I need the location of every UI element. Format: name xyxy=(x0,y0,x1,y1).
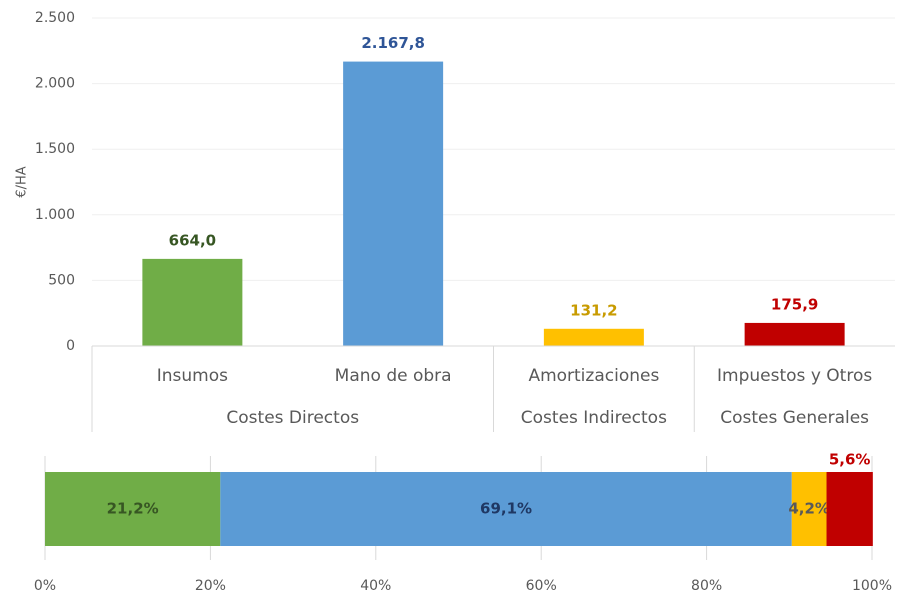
y-tick-label: 2.000 xyxy=(35,76,75,92)
data-label: 2.167,8 xyxy=(361,34,425,52)
x-tick-label: 60% xyxy=(526,578,557,594)
bar-segment xyxy=(791,472,827,546)
data-label: 69,1% xyxy=(480,500,532,518)
x-tick-label: 0% xyxy=(34,578,56,594)
bar-segment xyxy=(220,472,792,546)
x-tick-label: 100% xyxy=(852,578,892,594)
bar xyxy=(543,328,644,346)
bar xyxy=(343,61,444,346)
data-label: 5,6% xyxy=(829,451,871,469)
x-tick-label: Insumos xyxy=(157,366,228,386)
y-tick-label: 0 xyxy=(66,338,75,354)
group-label: Costes Indirectos xyxy=(521,408,667,428)
x-tick-label: 40% xyxy=(360,578,391,594)
x-tick-label: 20% xyxy=(195,578,226,594)
data-label: 21,2% xyxy=(107,500,159,518)
x-tick-label: Amortizaciones xyxy=(528,366,659,386)
data-label: 175,9 xyxy=(771,295,818,313)
bar xyxy=(142,258,243,346)
bar xyxy=(744,322,845,346)
group-label: Costes Generales xyxy=(720,408,869,428)
y-tick-label: 1.000 xyxy=(35,207,75,223)
data-label: 4,2% xyxy=(788,500,830,518)
bar-segment xyxy=(45,472,221,546)
data-label: 664,0 xyxy=(169,231,216,249)
group-label: Costes Directos xyxy=(226,408,359,428)
y-axis-label: €/HA xyxy=(15,166,30,197)
x-tick-label: Impuestos y Otros xyxy=(717,366,872,386)
y-tick-label: 2.500 xyxy=(35,10,75,26)
x-tick-label: Mano de obra xyxy=(335,366,452,386)
y-tick-label: 1.500 xyxy=(35,141,75,157)
bar-segment xyxy=(826,472,873,546)
x-tick-label: 80% xyxy=(691,578,722,594)
y-tick-label: 500 xyxy=(48,272,75,288)
data-label: 131,2 xyxy=(570,301,617,319)
